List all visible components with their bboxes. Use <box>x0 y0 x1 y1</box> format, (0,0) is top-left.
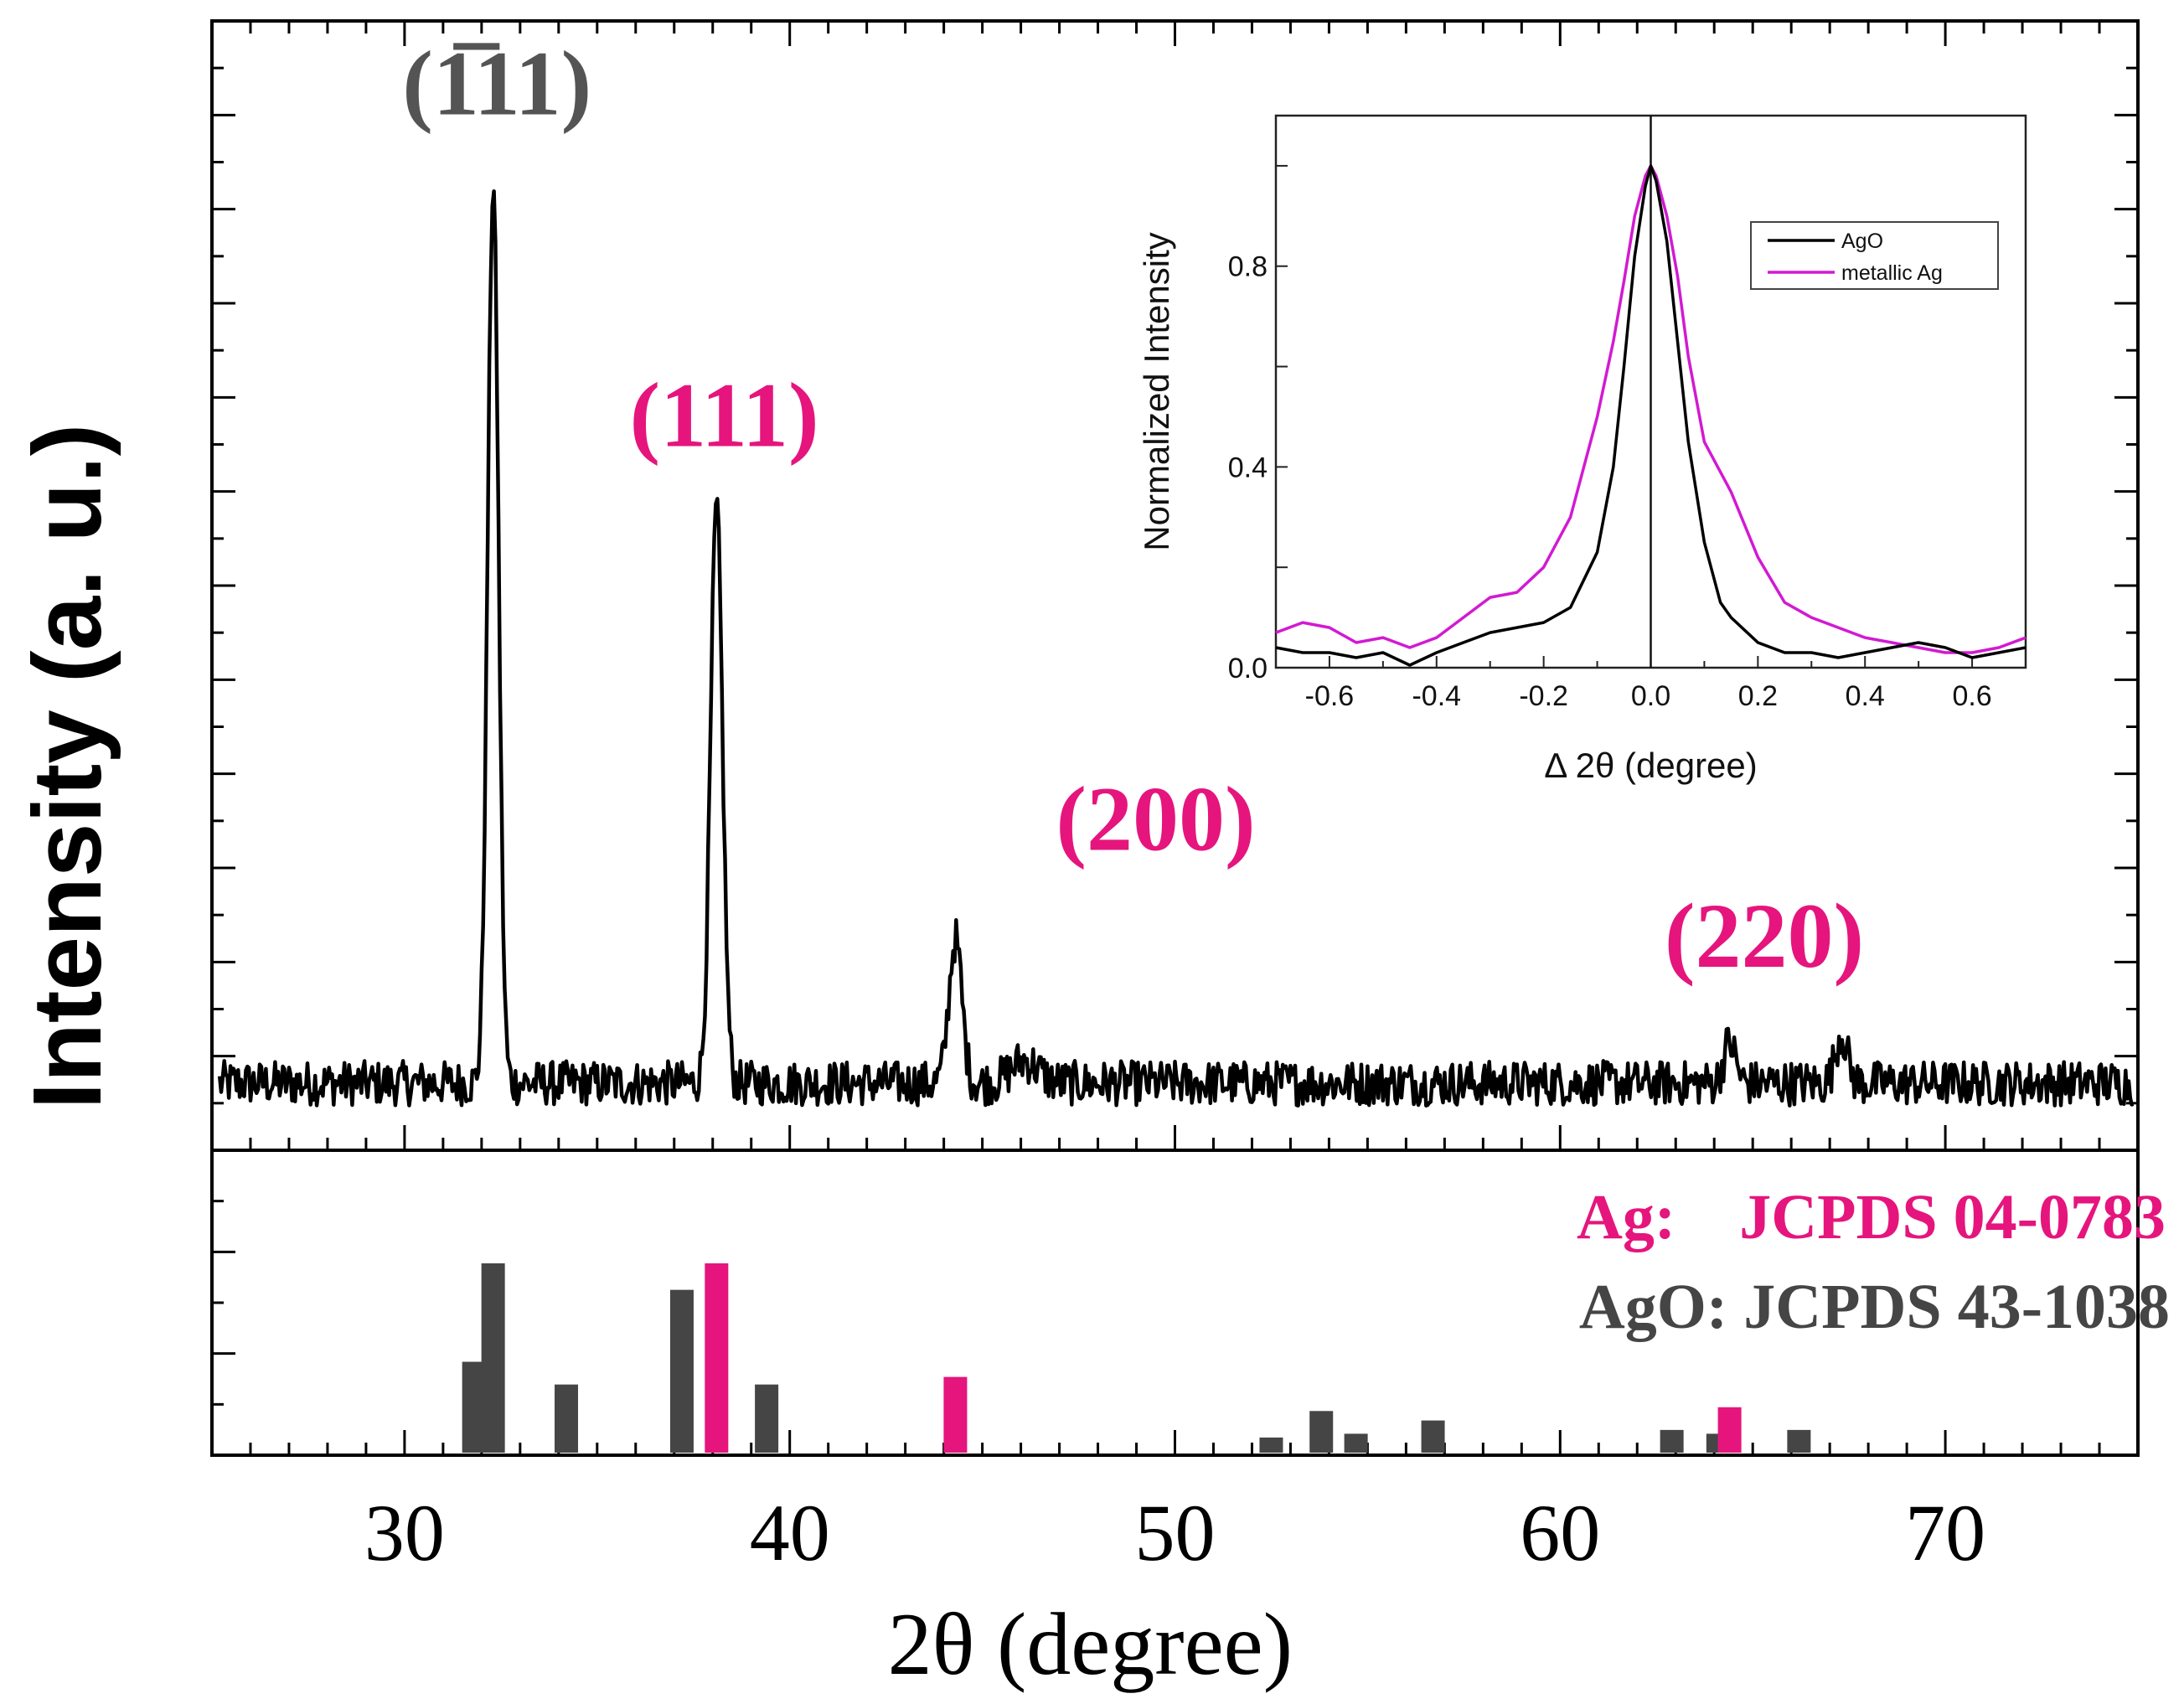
inset-legend-box <box>1750 221 1999 290</box>
inset-x-tick-label: 0.4 <box>1846 680 1885 712</box>
inset-x-tick-label: -0.2 <box>1519 680 1568 712</box>
reference-bar-ag <box>943 1376 968 1453</box>
inset-y-tick-label: 0.0 <box>1228 653 1268 684</box>
reference-bar-ago <box>1660 1429 1684 1453</box>
reference-bar-ago <box>1787 1429 1811 1453</box>
peak-label: (1̅11) <box>402 32 591 134</box>
inset-x-tick-label: -0.6 <box>1305 680 1355 712</box>
ago-reference-label: AgO: JCPDS 43-1038 <box>1579 1272 2170 1342</box>
x-tick-label: 40 <box>750 1488 830 1577</box>
main-xrd-plot: (1̅11) (111) (200) (220) Intensity (a. u.) <box>13 19 2140 1152</box>
inset-y-tick-label: 0.8 <box>1228 251 1268 283</box>
reference-bar-ag <box>1717 1407 1742 1453</box>
ag-reference-label: Ag: JCPDS 04-0783 <box>1577 1182 2166 1252</box>
inset-plot: -0.6 -0.4 -0.2 0.0 0.2 0.4 0.6 0.0 0.4 0.8 Δ 2θ (d… <box>1137 114 2027 785</box>
reference-bar-ago <box>1344 1433 1368 1453</box>
x-tick-label: 30 <box>364 1488 445 1577</box>
reference-bar-ag <box>705 1263 729 1453</box>
y-axis-title: Intensity (a. u.) <box>13 424 121 1110</box>
peak-label: (200) <box>1056 768 1255 870</box>
inset-x-tick-label: 0.2 <box>1738 680 1778 712</box>
inset-x-tick-label: -0.4 <box>1412 680 1461 712</box>
reference-bar-ago <box>1421 1420 1445 1453</box>
inset-legend-label: metallic Ag <box>1841 261 1943 285</box>
xrd-pattern-line <box>217 189 2135 1108</box>
peak-label: (111) <box>629 364 818 467</box>
x-tick-label: 50 <box>1135 1488 1216 1577</box>
inset-line-ago <box>1275 164 2027 667</box>
x-tick-label: 60 <box>1520 1488 1600 1577</box>
inset-x-tick-label: 0.6 <box>1952 680 1991 712</box>
reference-bar-ago <box>755 1384 779 1453</box>
reference-pattern-plot: Ag: JCPDS 04-0783 AgO: JCPDS 43-1038 30 40 5… <box>210 1149 2170 1693</box>
x-tick-label: 70 <box>1905 1488 1985 1577</box>
inset-legend-label: AgO <box>1841 230 1883 253</box>
reference-bar-ago <box>555 1384 579 1453</box>
reference-bar-ago <box>1309 1411 1334 1453</box>
inset-x-axis-title: Δ 2θ (degree) <box>1544 746 1758 785</box>
inset-y-tick-label: 0.4 <box>1228 452 1268 483</box>
reference-bar-ago <box>669 1289 694 1453</box>
x-axis-title: 2θ (degree) <box>888 1595 1293 1693</box>
inset-y-axis-title: Normalized Intensity <box>1137 232 1176 550</box>
peak-label: (220) <box>1665 885 1864 987</box>
reference-bar-ago <box>1259 1437 1283 1453</box>
inset-x-tick-label: 0.0 <box>1631 680 1670 712</box>
reference-bar-ago <box>481 1263 505 1453</box>
